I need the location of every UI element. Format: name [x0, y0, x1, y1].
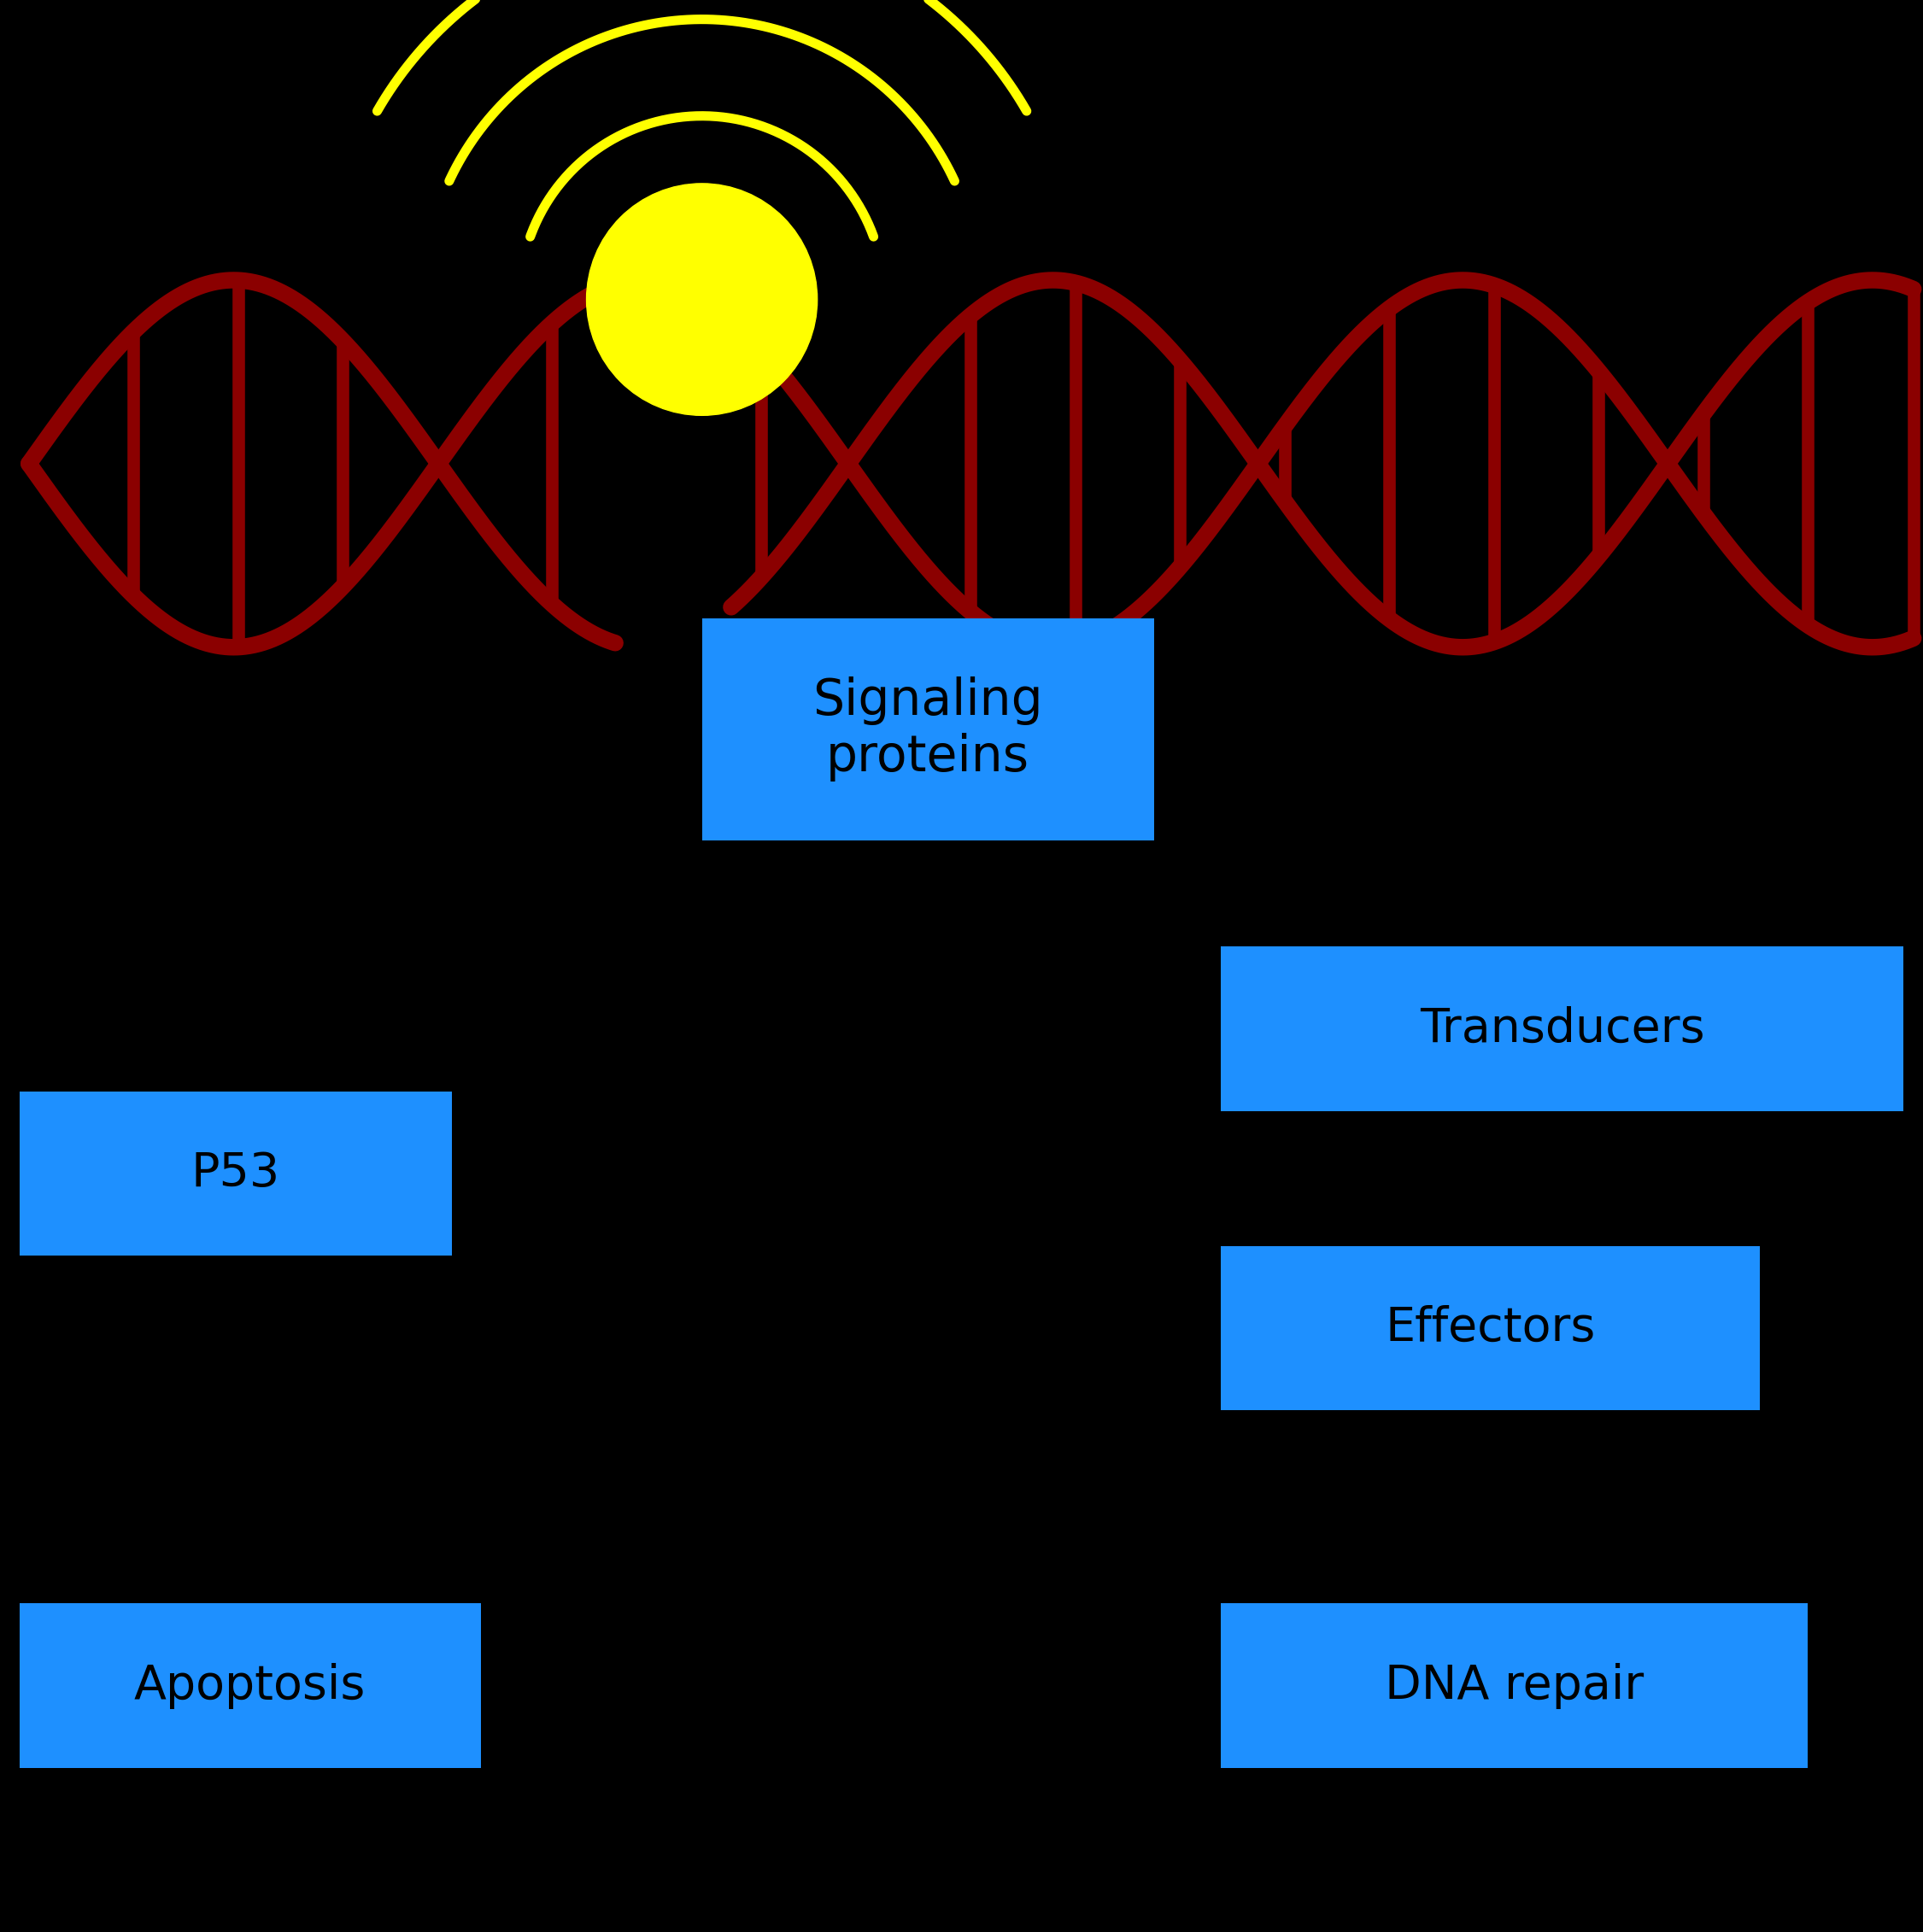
Text: Effectors: Effectors	[1385, 1306, 1596, 1350]
Text: DNA repair: DNA repair	[1385, 1663, 1644, 1708]
FancyBboxPatch shape	[19, 1092, 452, 1256]
Text: Transducers: Transducers	[1419, 1007, 1706, 1051]
Text: Signaling
proteins: Signaling proteins	[813, 676, 1042, 782]
Text: P53: P53	[190, 1151, 281, 1196]
FancyBboxPatch shape	[702, 618, 1154, 840]
FancyBboxPatch shape	[1221, 1246, 1760, 1410]
FancyBboxPatch shape	[1221, 947, 1904, 1111]
FancyBboxPatch shape	[19, 1604, 481, 1768]
Circle shape	[587, 184, 817, 415]
Text: Apoptosis: Apoptosis	[135, 1663, 365, 1708]
FancyBboxPatch shape	[1221, 1604, 1808, 1768]
